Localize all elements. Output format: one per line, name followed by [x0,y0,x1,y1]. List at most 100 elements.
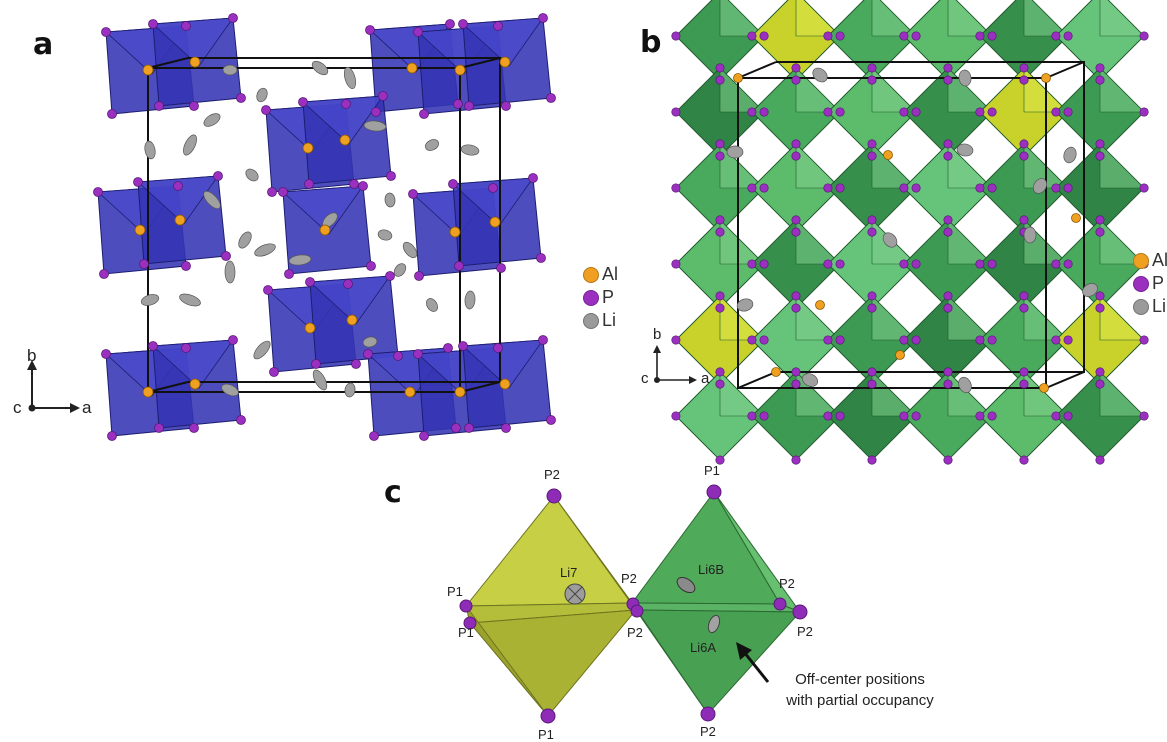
al-legend-dot-icon [1133,252,1149,269]
p-atom [791,215,801,225]
li-atom [245,168,259,182]
li-atom [384,192,396,208]
p-atom [1019,63,1029,73]
li-atom [1063,146,1077,164]
p-atom [943,75,953,85]
p-atom [911,31,921,41]
li-atom [1023,226,1037,244]
p-atom [538,335,548,345]
p-atom [715,75,725,85]
panel-c-letter: c [384,475,402,510]
p-atom [1095,303,1105,313]
p-atom [454,261,464,271]
tetrahedron-face [462,17,544,67]
octahedron-face [871,0,917,37]
legend-al-label: Al [602,264,619,284]
p-atom [867,379,877,389]
p-atom [419,431,429,441]
p-atom [715,63,725,73]
octahedron-face [1099,371,1145,417]
p-atom [975,411,985,421]
tetrahedron-face [137,175,219,225]
p-atom [1095,215,1105,225]
p-atom [1139,335,1149,345]
al-atom [499,56,511,68]
p-atom [221,251,231,261]
p-atom [867,63,877,73]
p-atom [715,139,725,149]
p-atom [671,259,681,269]
p-atom [943,215,953,225]
p-atom [1019,455,1029,465]
p-atom [419,109,429,119]
panel-a-axis-arrow-icon [27,360,80,413]
label-p2-bottom: P2 [700,724,716,739]
li-legend-dot-icon [583,312,599,329]
p-atom [867,303,877,313]
p-atom [823,259,833,269]
p-atom [536,253,546,263]
p-atom [867,139,877,149]
p-atom [1063,31,1073,41]
al-atom [733,73,743,83]
li-legend-dot-icon [1133,298,1149,315]
p-atom [1019,75,1029,85]
al-atom [339,134,351,146]
p-atom [458,341,468,351]
li-atom [377,229,393,241]
p-atom [1139,183,1149,193]
p-atom [823,31,833,41]
al-atom [302,142,314,154]
li-atom [179,293,201,307]
octahedron-face [1023,0,1069,37]
p-atom [278,187,288,197]
p-atom [1063,107,1073,117]
p-atom [867,151,877,161]
li6b-atom [676,576,696,594]
p-atom [1095,367,1105,377]
p-atom [791,367,801,377]
label-li6a: Li6A [690,640,716,655]
p-atom [1063,259,1073,269]
al-legend-dot-icon [583,266,599,283]
legend-li-label: Li [602,310,617,330]
li-atom [812,67,828,83]
octahedron-face [719,67,765,113]
p-atom [99,269,109,279]
p-atom [867,367,877,377]
panel-a-letter: a [33,27,54,62]
octahedron-face [795,371,841,417]
tetrahedron-face [452,177,534,227]
p-atom [867,455,877,465]
octahedron-face [1099,0,1145,37]
al-atom [1071,213,1081,223]
al-atom [883,150,893,160]
li-atom [958,376,972,394]
p1-left-lower-atom [463,616,477,630]
octahedron-face [719,371,765,417]
p-atom [835,183,845,193]
legend-p-label: P [1152,273,1165,293]
al-atom [304,322,316,334]
p2-mid-lower-atom [630,604,644,618]
p-atom [501,101,511,111]
al-atom [895,350,905,360]
li-atom [253,340,271,360]
octahedron-face [871,371,917,417]
p-atom [349,179,359,189]
p-atom [269,367,279,377]
li-atom [363,120,387,132]
p2-right-atom [773,597,787,611]
p-atom [154,101,164,111]
p-atom [823,107,833,117]
p-atom [1019,215,1029,225]
p-atom [899,31,909,41]
label-p1-left-lower: P1 [458,625,474,640]
p-atom [493,343,503,353]
p-atom [791,227,801,237]
al-atom [1039,383,1049,393]
annotation-arrow-icon [736,642,770,683]
p-atom [453,99,463,109]
p-atom [747,31,757,41]
p-atom [1139,31,1149,41]
